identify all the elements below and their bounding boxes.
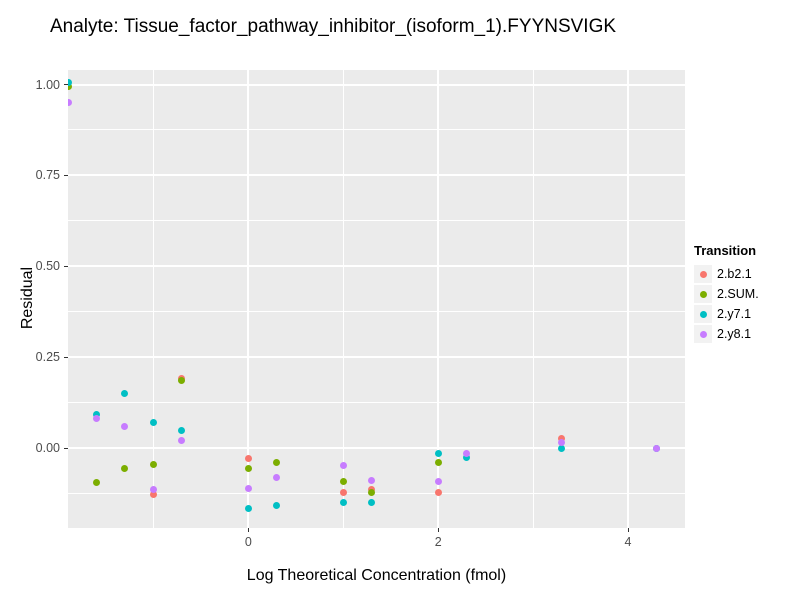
legend-dot-icon [699,270,707,278]
x-axis-tick [627,528,629,532]
y-axis-tick [64,265,68,267]
data-point-2.y7.1 [68,79,72,87]
data-point-2.SUM. [121,464,129,472]
legend-items: 2.b2.1 2.SUM. 2.y7.1 2.y8.1 [694,264,759,344]
y-tick-label: 0.75 [35,168,60,183]
data-point-2.y8.1 [558,438,566,446]
data-point-2.SUM. [92,479,100,487]
y-axis-tick [64,84,68,86]
data-point-2.SUM. [178,377,186,385]
data-point-2.y8.1 [68,98,72,106]
gridline-minor-x [342,70,344,528]
legend-item-label: 2.SUM. [717,287,759,301]
data-point-2.b2.1 [244,455,252,463]
x-tick-label: 0 [244,535,252,549]
gridline-major-y [68,83,685,86]
legend: Transition 2.b2.1 2.SUM. 2.y7.1 2.y8.1 [694,243,759,344]
legend-key-icon [694,265,712,283]
legend-item-label: 2.b2.1 [717,267,752,281]
gridline-minor-x [152,70,154,528]
x-tick-label: 4 [624,535,632,549]
data-point-2.y7.1 [339,499,347,507]
gridline-major-x [627,70,630,528]
legend-title: Transition [694,243,757,258]
data-point-2.y8.1 [178,436,186,444]
gridline-minor-y [68,402,685,404]
legend-item-2.SUM.: 2.SUM. [694,284,759,304]
data-point-2.SUM. [244,464,252,472]
data-point-2.y8.1 [434,477,442,485]
gridline-minor-y [68,311,685,313]
y-tick-label: 0.50 [35,259,60,274]
data-point-2.SUM. [273,459,281,467]
y-axis-tick [64,447,68,449]
gridline-minor-y [68,129,685,131]
legend-key-icon [694,325,712,343]
data-point-2.y8.1 [463,449,471,457]
legend-dot-icon [699,290,707,298]
legend-item-label: 2.y7.1 [717,307,752,321]
data-point-2.y7.1 [434,449,442,457]
data-point-2.y8.1 [149,486,157,494]
gridline-major-y [68,174,685,177]
gridline-minor-y [68,220,685,222]
gridline-major-y [68,447,685,450]
data-point-2.y8.1 [244,484,252,492]
data-point-2.y8.1 [92,414,100,422]
data-point-2.b2.1 [149,491,157,499]
legend-item-2.y8.1: 2.y8.1 [694,324,759,344]
data-point-2.y7.1 [92,410,100,418]
data-point-2.y7.1 [121,389,129,397]
gridline-major-x [247,70,250,528]
legend-dot-icon [699,310,707,318]
data-point-2.b2.1 [339,488,347,496]
gridline-minor-y [68,492,685,494]
data-point-2.y7.1 [273,502,281,510]
y-tick-label: 1.00 [35,77,60,92]
data-point-2.y7.1 [178,427,186,435]
data-point-2.SUM. [149,460,157,468]
plot-title: Analyte: Tissue_factor_pathway_inhibitor… [50,16,617,37]
x-axis-title: Log Theoretical Concentration (fmol) [246,567,507,584]
legend-item-label: 2.y8.1 [717,327,752,341]
gridline-minor-x [532,70,534,528]
gridline-major-y [68,356,685,359]
x-tick-label: 2 [434,535,442,549]
legend-key-icon [694,305,712,323]
x-axis-tick [247,528,249,532]
data-point-2.y7.1 [558,444,566,452]
legend-dot-icon [699,330,707,338]
data-point-2.SUM. [68,82,72,90]
data-point-2.y7.1 [244,504,252,512]
data-point-2.b2.1 [434,488,442,496]
gridline-major-x [437,70,440,528]
data-point-2.y8.1 [273,474,281,482]
data-point-2.y8.1 [121,423,129,431]
data-point-2.y8.1 [368,476,376,484]
data-point-2.SUM. [339,477,347,485]
y-tick-label: 0.25 [35,350,60,365]
plot-panel [68,70,685,528]
y-tick-label: 0.00 [35,441,60,456]
data-point-2.y8.1 [339,461,347,469]
data-point-2.SUM. [368,488,376,496]
data-point-2.y7.1 [149,418,157,426]
data-point-2.SUM. [434,459,442,467]
y-axis-tick [64,356,68,358]
data-point-2.y8.1 [653,444,661,452]
gridline-major-y [68,265,685,268]
legend-key-icon [694,285,712,303]
data-point-2.y7.1 [463,453,471,461]
x-axis-tick [437,528,439,532]
y-axis-tick [64,174,68,176]
legend-item-2.b2.1: 2.b2.1 [694,264,759,284]
data-point-2.y7.1 [368,499,376,507]
legend-item-2.y7.1: 2.y7.1 [694,304,759,324]
